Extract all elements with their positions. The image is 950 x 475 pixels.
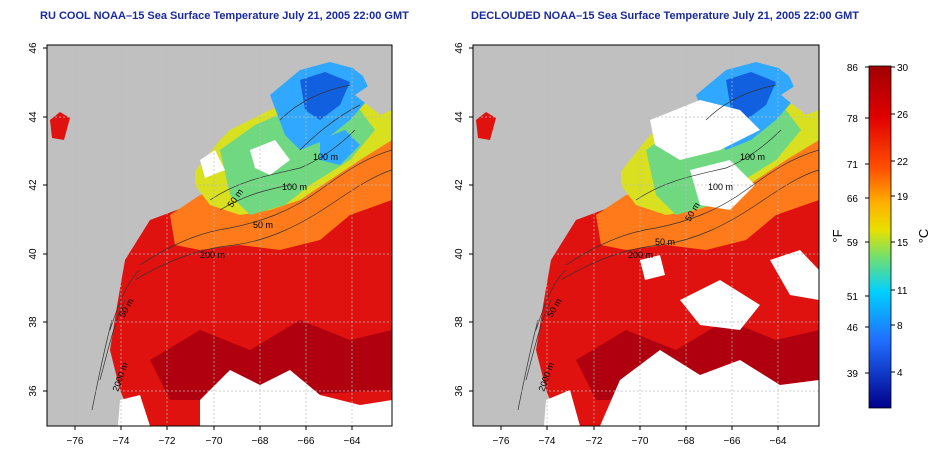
cloud-area (200, 370, 392, 426)
left-map-frame (46, 44, 393, 427)
y-tick-label: 40 (454, 248, 465, 260)
x-tick-label: −72 (586, 436, 603, 447)
x-tick-label: −68 (252, 436, 269, 447)
y-tick-label: 46 (28, 42, 39, 54)
x-tick-label: −66 (298, 436, 315, 447)
x-tick-label: −76 (493, 436, 510, 447)
fahrenheit-tick: 66 (847, 194, 859, 205)
contour-label: 100 m (313, 152, 338, 162)
fahrenheit-tick: 51 (847, 292, 859, 303)
colorbar (868, 65, 892, 409)
celsius-tick: 22 (897, 157, 909, 168)
fahrenheit-tick: 78 (847, 114, 859, 125)
contour-label: 50 m (655, 237, 675, 247)
fahrenheit-tick: 39 (847, 369, 859, 380)
fahrenheit-tick: 86 (847, 63, 859, 74)
fahrenheit-tick: 46 (847, 323, 859, 334)
y-tick-label: 38 (28, 316, 39, 328)
x-tick-label: −74 (539, 436, 556, 447)
x-tick-label: −68 (678, 436, 695, 447)
x-tick-label: −64 (344, 436, 361, 447)
y-tick-label: 42 (28, 179, 39, 191)
y-tick-label: 44 (454, 111, 465, 123)
fahrenheit-tick: 59 (847, 238, 859, 249)
x-tick-label: −76 (67, 436, 84, 447)
x-tick-label: −70 (206, 436, 223, 447)
celsius-tick: 26 (897, 110, 909, 121)
left-panel-title: RU COOL NOAA–15 Sea Surface Temperature … (40, 10, 409, 22)
x-tick-label: −64 (770, 436, 787, 447)
x-tick-label: −74 (113, 436, 130, 447)
fahrenheit-unit: °F (830, 229, 845, 242)
y-tick-label: 36 (28, 385, 39, 397)
celsius-tick: 4 (897, 368, 903, 379)
contour-label: 100 m (740, 152, 765, 162)
contour-label: 200 m (628, 250, 653, 260)
celsius-tick: 30 (897, 63, 909, 74)
x-tick-label: −70 (632, 436, 649, 447)
left-map-content: 100 m 100 m 50 m 50 m 200 m 50 m 2000 m (47, 45, 392, 426)
celsius-tick: 19 (897, 192, 909, 203)
fahrenheit-tick: 71 (847, 160, 859, 171)
contour-label: 50 m (253, 220, 273, 230)
celsius-tick: 11 (897, 286, 908, 297)
y-tick-label: 38 (454, 316, 465, 328)
celsius-tick: 15 (897, 238, 909, 249)
celsius-tick: 8 (897, 321, 903, 332)
y-tick-label: 36 (454, 385, 465, 397)
right-panel-title: DECLOUDED NOAA–15 Sea Surface Temperatur… (471, 10, 860, 22)
right-map-frame (472, 44, 820, 427)
x-tick-label: −66 (724, 436, 741, 447)
x-tick-label: −72 (159, 436, 176, 447)
right-map-content: 100 m 100 m 50 m 200 m 50 m 50 m 2000 m (473, 45, 819, 426)
y-tick-label: 44 (28, 111, 39, 123)
contour-label: 200 m (200, 250, 225, 260)
y-tick-label: 46 (454, 42, 465, 54)
y-tick-label: 42 (454, 179, 465, 191)
contour-label: 100 m (282, 182, 307, 192)
celsius-unit: °C (916, 229, 931, 244)
y-tick-label: 40 (28, 248, 39, 260)
contour-label: 100 m (708, 182, 733, 192)
